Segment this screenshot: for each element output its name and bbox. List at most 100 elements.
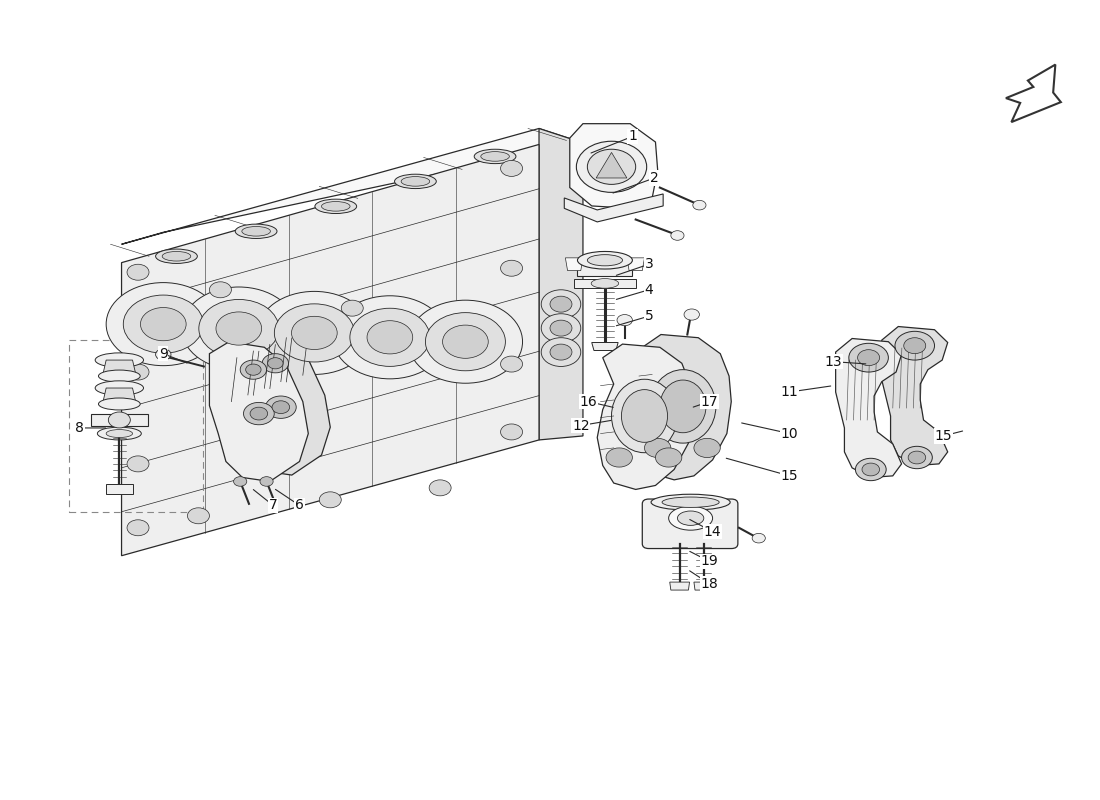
Ellipse shape — [99, 370, 140, 382]
Polygon shape — [1005, 65, 1060, 122]
Polygon shape — [103, 388, 135, 402]
Circle shape — [550, 296, 572, 312]
Circle shape — [426, 313, 505, 370]
Polygon shape — [574, 278, 636, 288]
Circle shape — [265, 396, 296, 418]
Text: 14: 14 — [704, 525, 722, 538]
Ellipse shape — [98, 427, 141, 440]
Ellipse shape — [612, 379, 678, 453]
Polygon shape — [597, 344, 693, 490]
Ellipse shape — [651, 494, 730, 510]
Text: 9: 9 — [158, 346, 167, 361]
Polygon shape — [539, 129, 583, 440]
Text: 11: 11 — [781, 385, 799, 399]
Text: 7: 7 — [268, 498, 277, 513]
Circle shape — [141, 307, 186, 341]
Polygon shape — [578, 260, 632, 276]
Text: 10: 10 — [781, 426, 799, 441]
Circle shape — [429, 480, 451, 496]
Circle shape — [856, 458, 887, 481]
Circle shape — [233, 477, 246, 486]
Ellipse shape — [96, 353, 143, 367]
Circle shape — [240, 360, 266, 379]
Text: 15: 15 — [781, 469, 799, 483]
Ellipse shape — [107, 430, 132, 438]
Circle shape — [617, 314, 632, 326]
Circle shape — [257, 291, 372, 374]
Text: 6: 6 — [295, 498, 304, 513]
Circle shape — [849, 343, 889, 372]
Circle shape — [155, 349, 170, 360]
Text: 17: 17 — [701, 394, 718, 409]
Ellipse shape — [660, 380, 706, 433]
Circle shape — [541, 290, 581, 318]
Circle shape — [902, 446, 933, 469]
Circle shape — [500, 260, 522, 276]
Circle shape — [182, 287, 296, 370]
Ellipse shape — [242, 226, 271, 236]
Circle shape — [656, 448, 682, 467]
Text: 4: 4 — [645, 282, 653, 297]
Text: 2: 2 — [650, 171, 659, 185]
Circle shape — [442, 325, 488, 358]
Polygon shape — [694, 582, 714, 590]
Ellipse shape — [650, 370, 716, 443]
Circle shape — [541, 338, 581, 366]
Circle shape — [895, 331, 935, 360]
Ellipse shape — [315, 199, 356, 214]
Ellipse shape — [99, 398, 140, 410]
Circle shape — [500, 424, 522, 440]
Circle shape — [367, 321, 412, 354]
Circle shape — [319, 492, 341, 508]
Ellipse shape — [621, 390, 668, 442]
Text: 19: 19 — [701, 554, 718, 568]
Polygon shape — [91, 414, 147, 426]
Circle shape — [858, 350, 880, 366]
Circle shape — [904, 338, 926, 354]
Circle shape — [292, 316, 338, 350]
Circle shape — [500, 356, 522, 372]
Polygon shape — [592, 342, 618, 350]
Circle shape — [109, 412, 130, 428]
Polygon shape — [107, 484, 132, 494]
Ellipse shape — [474, 150, 516, 164]
Ellipse shape — [155, 249, 197, 263]
Polygon shape — [596, 153, 627, 178]
Circle shape — [187, 508, 209, 524]
Circle shape — [576, 142, 647, 192]
Circle shape — [243, 402, 274, 425]
Ellipse shape — [321, 202, 350, 211]
Circle shape — [550, 344, 572, 360]
Circle shape — [451, 314, 473, 330]
Polygon shape — [882, 326, 948, 466]
Ellipse shape — [578, 251, 632, 269]
Text: 13: 13 — [825, 354, 843, 369]
Ellipse shape — [395, 174, 437, 189]
Circle shape — [260, 477, 273, 486]
Ellipse shape — [678, 511, 704, 526]
Circle shape — [587, 150, 636, 184]
Text: 5: 5 — [645, 309, 653, 323]
Circle shape — [209, 282, 231, 298]
Ellipse shape — [235, 224, 277, 238]
Ellipse shape — [481, 152, 509, 162]
Polygon shape — [231, 335, 330, 475]
Circle shape — [606, 448, 632, 467]
Circle shape — [350, 308, 430, 366]
Text: 18: 18 — [701, 577, 718, 590]
Text: 16: 16 — [580, 394, 597, 409]
Polygon shape — [121, 145, 539, 556]
Circle shape — [126, 264, 148, 280]
Polygon shape — [836, 338, 902, 478]
Polygon shape — [103, 360, 135, 374]
Text: 15: 15 — [935, 429, 953, 443]
Ellipse shape — [162, 251, 190, 261]
Circle shape — [694, 438, 720, 458]
Circle shape — [862, 463, 880, 476]
Circle shape — [123, 295, 204, 354]
Circle shape — [332, 296, 447, 379]
Ellipse shape — [662, 497, 719, 507]
Ellipse shape — [587, 254, 623, 266]
Circle shape — [500, 161, 522, 176]
Polygon shape — [570, 124, 658, 208]
